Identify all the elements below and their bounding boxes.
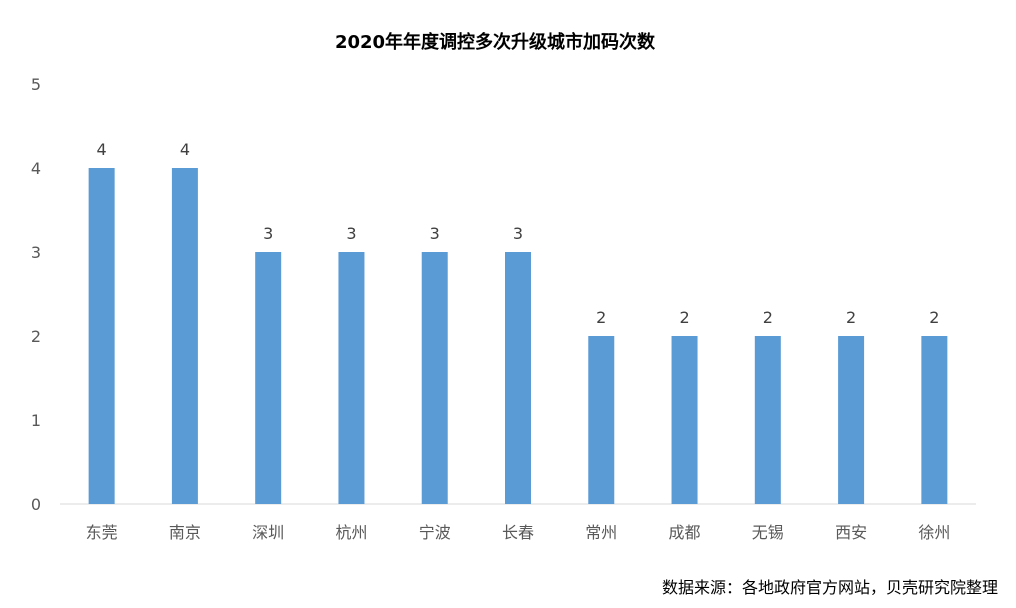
bar [255,252,282,504]
bar [588,336,615,504]
data-labels: 4 4 3 3 3 3 2 2 2 2 2 [97,140,940,327]
y-tick-label: 4 [31,159,41,178]
x-tick-label: 东莞 [86,523,118,542]
bar [921,336,948,504]
y-tick-label: 0 [31,495,41,514]
data-label: 2 [679,308,689,327]
x-tick-label: 宁波 [419,523,451,542]
x-tick-label: 西安 [835,523,867,542]
bar [505,252,531,504]
x-tick-label: 徐州 [918,523,950,542]
y-tick-label: 5 [31,75,41,94]
data-label: 2 [846,308,856,327]
chart-title: 2020年年度调控多次升级城市加码次数 [335,31,656,53]
y-tick-label: 3 [31,243,41,262]
bar [838,336,865,504]
y-axis-ticks: 0 1 2 3 4 5 [31,75,41,514]
x-tick-label: 深圳 [252,523,284,542]
bars [88,168,948,504]
x-tick-label: 无锡 [752,523,784,542]
data-label: 2 [596,308,606,327]
x-tick-label: 南京 [169,523,201,542]
x-tick-label: 长春 [502,523,534,542]
bar [421,252,448,504]
data-label: 3 [513,224,523,243]
x-tick-label: 成都 [669,523,701,542]
bar [754,336,781,504]
data-label: 4 [180,140,190,159]
bar [671,336,698,504]
bar [88,168,115,504]
x-axis-ticks: 东莞 南京 深圳 杭州 宁波 长春 常州 成都 无锡 西安 徐州 [86,523,951,542]
data-label: 2 [929,308,939,327]
bar [338,252,365,504]
x-tick-label: 常州 [585,523,617,542]
x-tick-label: 杭州 [335,523,367,542]
y-tick-label: 2 [31,327,41,346]
data-label: 3 [430,224,440,243]
data-label: 4 [97,140,107,159]
bar [171,168,198,504]
data-label: 3 [263,224,273,243]
y-tick-label: 1 [31,411,41,430]
source-note: 数据来源：各地政府官方网站，贝壳研究院整理 [661,578,998,597]
data-label: 2 [763,308,773,327]
data-label: 3 [346,224,356,243]
